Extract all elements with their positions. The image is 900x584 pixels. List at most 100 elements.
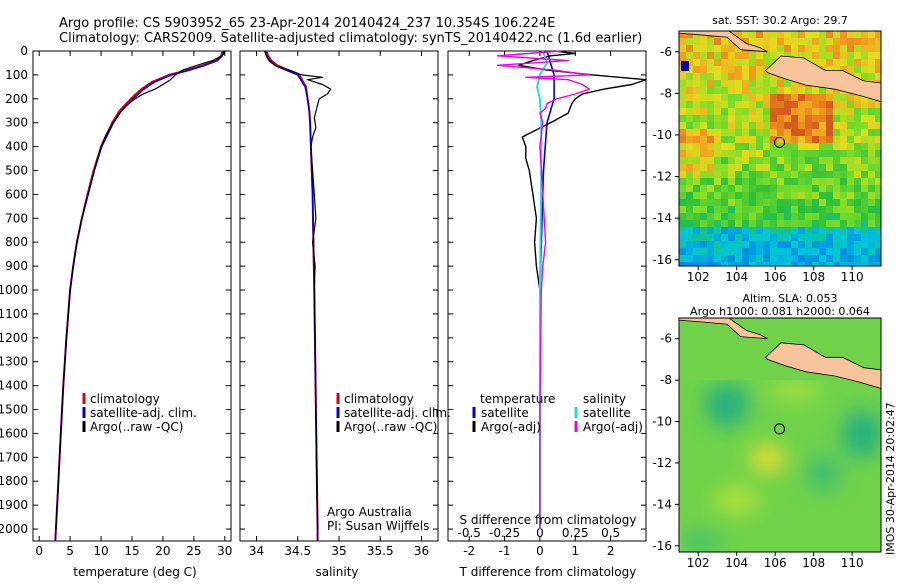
sst-cell — [854, 31, 862, 39]
sst-cell — [686, 220, 694, 228]
sst-cell — [805, 234, 813, 242]
sst-cell — [819, 171, 827, 179]
sst-cell — [763, 213, 771, 221]
sst-cell — [826, 185, 834, 193]
sst-cell — [700, 150, 708, 158]
sst-cell — [805, 227, 813, 235]
sst-cell — [868, 66, 876, 74]
sst-cell — [868, 206, 876, 214]
sst-cell — [777, 192, 785, 200]
sst-cell — [805, 143, 813, 151]
sst-cell — [819, 143, 827, 151]
sst-cell — [700, 52, 708, 60]
sst-cell — [861, 136, 869, 144]
x-tick-label: -1 — [499, 544, 511, 558]
sst-cell — [791, 164, 799, 172]
sst-cell — [819, 101, 827, 109]
sst-cell — [714, 255, 722, 263]
sst-cell — [714, 164, 722, 172]
sst-cell — [693, 122, 701, 130]
sst-cell — [791, 227, 799, 235]
y-tick-label: 1100 — [0, 307, 28, 321]
sst-cell — [826, 192, 834, 200]
sst-cell — [686, 80, 694, 88]
sst-cell — [812, 101, 820, 109]
legend-climatology: climatology — [90, 392, 160, 406]
sst-cell — [805, 108, 813, 116]
sst-cell — [854, 136, 862, 144]
sst-cell — [707, 241, 715, 249]
sst-cell — [707, 199, 715, 207]
sst-cell — [707, 227, 715, 235]
sst-cell — [735, 136, 743, 144]
sst-cell — [700, 262, 708, 266]
sst-cell — [854, 108, 862, 116]
legend-climatology: climatology — [344, 392, 414, 406]
sst-cell — [700, 73, 708, 81]
sst-cell — [812, 52, 820, 60]
sst-cell — [840, 227, 848, 235]
sst-cell — [721, 164, 729, 172]
sst-cell — [735, 178, 743, 186]
sst-cell — [875, 248, 881, 256]
sst-cell — [798, 220, 806, 228]
sst-cell — [735, 59, 743, 67]
sst-cell — [840, 185, 848, 193]
y-tick-label: 1400 — [0, 379, 28, 393]
sst-cell — [875, 52, 881, 60]
sst-cell — [756, 227, 764, 235]
sst-cell — [847, 157, 855, 165]
sst-cell — [868, 164, 876, 172]
sst-cell — [826, 87, 834, 95]
sst-cell — [700, 199, 708, 207]
x-tick-label: 5 — [66, 544, 74, 558]
sst-cell — [763, 73, 771, 81]
sst-cell — [700, 80, 708, 88]
y-tick-label: 700 — [5, 211, 28, 225]
sst-cell — [749, 52, 757, 60]
sst-cell — [805, 122, 813, 130]
sst-cell — [756, 241, 764, 249]
sst-cell — [756, 178, 764, 186]
sst-cell — [749, 157, 757, 165]
sst-cell — [728, 234, 736, 242]
sst-cell — [700, 66, 708, 74]
sst-cell — [714, 199, 722, 207]
sst-cell — [861, 122, 869, 130]
sst-cell — [770, 52, 778, 60]
sst-cell — [826, 94, 834, 102]
y-tick-label: 1800 — [0, 474, 28, 488]
sst-cell — [763, 220, 771, 228]
sst-cell — [756, 94, 764, 102]
sst-cell — [763, 38, 771, 46]
sst-cell — [707, 248, 715, 256]
sst-cell — [714, 213, 722, 221]
sst-cell — [777, 248, 785, 256]
sst-cell — [805, 136, 813, 144]
sst-cell — [693, 178, 701, 186]
sst-cell — [749, 66, 757, 74]
sst-cell — [735, 185, 743, 193]
sst-cell — [819, 248, 827, 256]
sst-map: 102 104 106 108 110 -6 -8 -10 -12 -14 -16 — [652, 30, 882, 284]
sst-cell — [812, 45, 820, 53]
sst-cell — [770, 171, 778, 179]
sst-cell — [714, 73, 722, 81]
sst-cell — [700, 108, 708, 116]
sst-cell — [700, 234, 708, 242]
sst-cell — [791, 178, 799, 186]
sst-cell — [798, 171, 806, 179]
sla-field — [679, 318, 881, 552]
sst-cell — [847, 262, 855, 266]
sst-cell — [875, 143, 881, 151]
s-tick-label: 0 — [536, 526, 544, 540]
sst-cell — [784, 115, 792, 123]
sla-map-title-2: Argo h1000: 0.081 h2000: 0.064 — [690, 305, 870, 318]
sst-cell — [777, 115, 785, 123]
sst-cell — [819, 150, 827, 158]
sst-cell — [819, 52, 827, 60]
sst-cell — [777, 164, 785, 172]
sst-cell — [721, 66, 729, 74]
sst-cell — [742, 101, 750, 109]
sst-cell — [833, 59, 841, 67]
